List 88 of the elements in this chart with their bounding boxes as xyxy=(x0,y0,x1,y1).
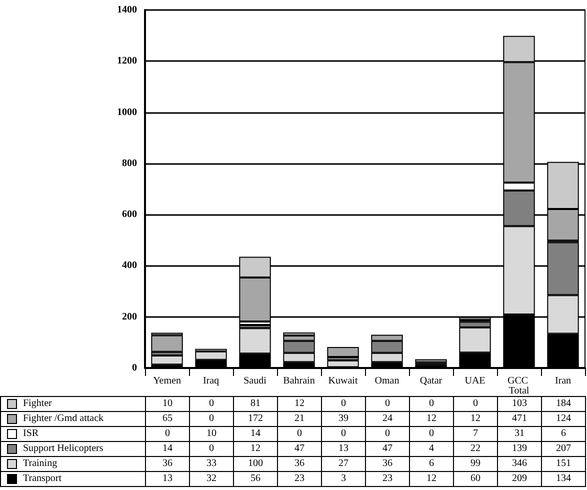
data-label: 151 xyxy=(542,456,586,472)
data-label: 12 xyxy=(234,442,278,456)
data-label: 172 xyxy=(234,412,278,426)
data-label: 0 xyxy=(322,426,366,442)
y-tick-label: 1000 xyxy=(117,106,137,118)
data-label: 13 xyxy=(322,442,366,456)
data-label: 12 xyxy=(410,412,454,426)
data-label: 471 xyxy=(498,412,542,426)
data-label: 3 xyxy=(322,472,366,486)
y-tick-label: 1400 xyxy=(117,4,137,16)
data-label: 346 xyxy=(498,456,542,472)
data-label: 81 xyxy=(234,396,278,412)
data-label: 100 xyxy=(234,456,278,472)
data-label: 0 xyxy=(454,396,498,412)
legend-label: Training xyxy=(23,458,58,469)
data-label: 65 xyxy=(146,412,190,426)
x-tick-label: GCC Total xyxy=(507,376,531,396)
data-label: 0 xyxy=(278,426,322,442)
data-label: 24 xyxy=(366,412,410,426)
data-label: 6 xyxy=(410,456,454,472)
data-label: 36 xyxy=(366,456,410,472)
data-label: 10 xyxy=(146,396,190,412)
legend-label: Fighter xyxy=(23,398,52,409)
data-label: 0 xyxy=(366,426,410,442)
data-label: 23 xyxy=(366,472,410,486)
data-label: 0 xyxy=(410,426,454,442)
y-tick-label: 800 xyxy=(122,158,137,169)
data-label: 4 xyxy=(410,442,454,456)
bar xyxy=(327,347,359,358)
data-label: 139 xyxy=(498,442,542,456)
y-tick-label: 400 xyxy=(122,260,137,272)
x-tick-label: Bahrain xyxy=(283,376,315,386)
data-label: 10 xyxy=(190,426,234,442)
data-label: 27 xyxy=(322,456,366,472)
data-label: 47 xyxy=(278,442,322,456)
data-label: 12 xyxy=(454,412,498,426)
data-label: 103 xyxy=(498,396,542,412)
data-label: 60 xyxy=(454,472,498,486)
data-label: 31 xyxy=(498,426,542,442)
x-tick-label: Iraq xyxy=(202,376,220,386)
y-tick-label: 600 xyxy=(122,209,137,220)
data-label: 99 xyxy=(454,456,498,472)
data-label: 0 xyxy=(146,426,190,442)
bar xyxy=(151,355,183,365)
data-label: 33 xyxy=(190,456,234,472)
y-tick-label: 1200 xyxy=(117,56,137,67)
data-label: 23 xyxy=(278,472,322,486)
data-label: 184 xyxy=(542,396,586,412)
x-tick-label: Kuwait xyxy=(328,376,358,386)
data-label: 21 xyxy=(278,412,322,426)
data-label: 0 xyxy=(190,412,234,426)
data-label: 22 xyxy=(454,442,498,456)
data-label: 207 xyxy=(542,442,586,456)
x-tick-label: Iran xyxy=(554,376,572,386)
data-label: 39 xyxy=(322,412,366,426)
x-tick-label: Qatar xyxy=(420,376,443,386)
data-label: 0 xyxy=(366,396,410,412)
data-label: 7 xyxy=(454,426,498,442)
data-label: 36 xyxy=(146,456,190,472)
data-label: 0 xyxy=(190,442,234,456)
x-tick-label: Yemen xyxy=(153,376,181,386)
data-label: 36 xyxy=(278,456,322,472)
legend-label: Fighter /Gmd attack xyxy=(23,413,104,424)
data-label: 56 xyxy=(234,472,278,486)
bar xyxy=(415,359,447,362)
x-tick-label: UAE xyxy=(464,376,486,386)
data-label: 0 xyxy=(410,396,454,412)
data-label: 0 xyxy=(322,396,366,412)
data-label: 13 xyxy=(146,472,190,486)
data-label: 0 xyxy=(190,396,234,412)
data-label: 134 xyxy=(542,472,586,486)
data-label: 12 xyxy=(278,396,322,412)
y-tick-label: 0 xyxy=(132,362,137,374)
data-label: 6 xyxy=(542,426,586,442)
legend-label: Support Helicopters xyxy=(23,443,104,454)
data-label: 32 xyxy=(190,472,234,486)
bar xyxy=(151,335,183,352)
y-tick-label: 200 xyxy=(122,311,137,322)
legend-label: ISR xyxy=(23,428,39,439)
data-label: 47 xyxy=(366,442,410,456)
x-tick-label: Saudi xyxy=(244,376,267,386)
data-label: 124 xyxy=(542,412,586,426)
data-label: 209 xyxy=(498,472,542,486)
data-label: 12 xyxy=(410,472,454,486)
legend-label: Transport xyxy=(23,473,62,484)
data-label: 14 xyxy=(146,442,190,456)
data-label: 14 xyxy=(234,426,278,442)
x-tick-label: Oman xyxy=(374,376,400,386)
